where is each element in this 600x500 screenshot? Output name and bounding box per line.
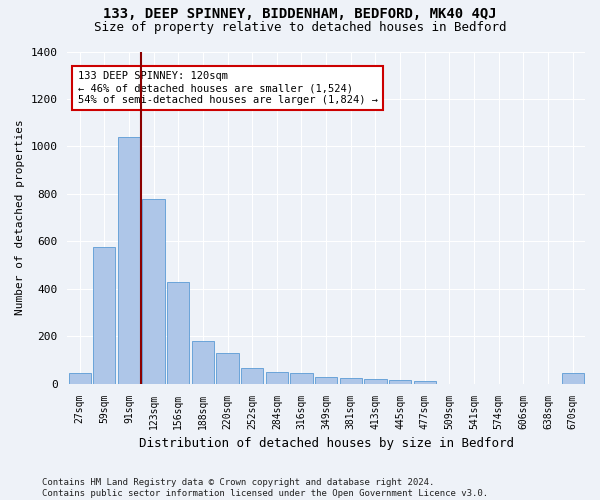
Bar xyxy=(340,378,362,384)
Bar xyxy=(562,373,584,384)
Bar xyxy=(413,382,436,384)
Bar xyxy=(68,373,91,384)
Bar xyxy=(389,380,411,384)
Bar xyxy=(364,379,386,384)
Bar xyxy=(93,248,115,384)
Text: Size of property relative to detached houses in Bedford: Size of property relative to detached ho… xyxy=(94,21,506,34)
Bar xyxy=(118,137,140,384)
Bar xyxy=(290,373,313,384)
Bar xyxy=(217,354,239,384)
Y-axis label: Number of detached properties: Number of detached properties xyxy=(15,120,25,316)
Bar xyxy=(315,376,337,384)
Bar xyxy=(192,342,214,384)
X-axis label: Distribution of detached houses by size in Bedford: Distribution of detached houses by size … xyxy=(139,437,514,450)
Bar xyxy=(167,282,190,384)
Text: 133 DEEP SPINNEY: 120sqm
← 46% of detached houses are smaller (1,524)
54% of sem: 133 DEEP SPINNEY: 120sqm ← 46% of detach… xyxy=(77,72,377,104)
Bar xyxy=(241,368,263,384)
Bar xyxy=(266,372,288,384)
Text: Contains HM Land Registry data © Crown copyright and database right 2024.
Contai: Contains HM Land Registry data © Crown c… xyxy=(42,478,488,498)
Text: 133, DEEP SPINNEY, BIDDENHAM, BEDFORD, MK40 4QJ: 133, DEEP SPINNEY, BIDDENHAM, BEDFORD, M… xyxy=(103,8,497,22)
Bar xyxy=(142,198,164,384)
